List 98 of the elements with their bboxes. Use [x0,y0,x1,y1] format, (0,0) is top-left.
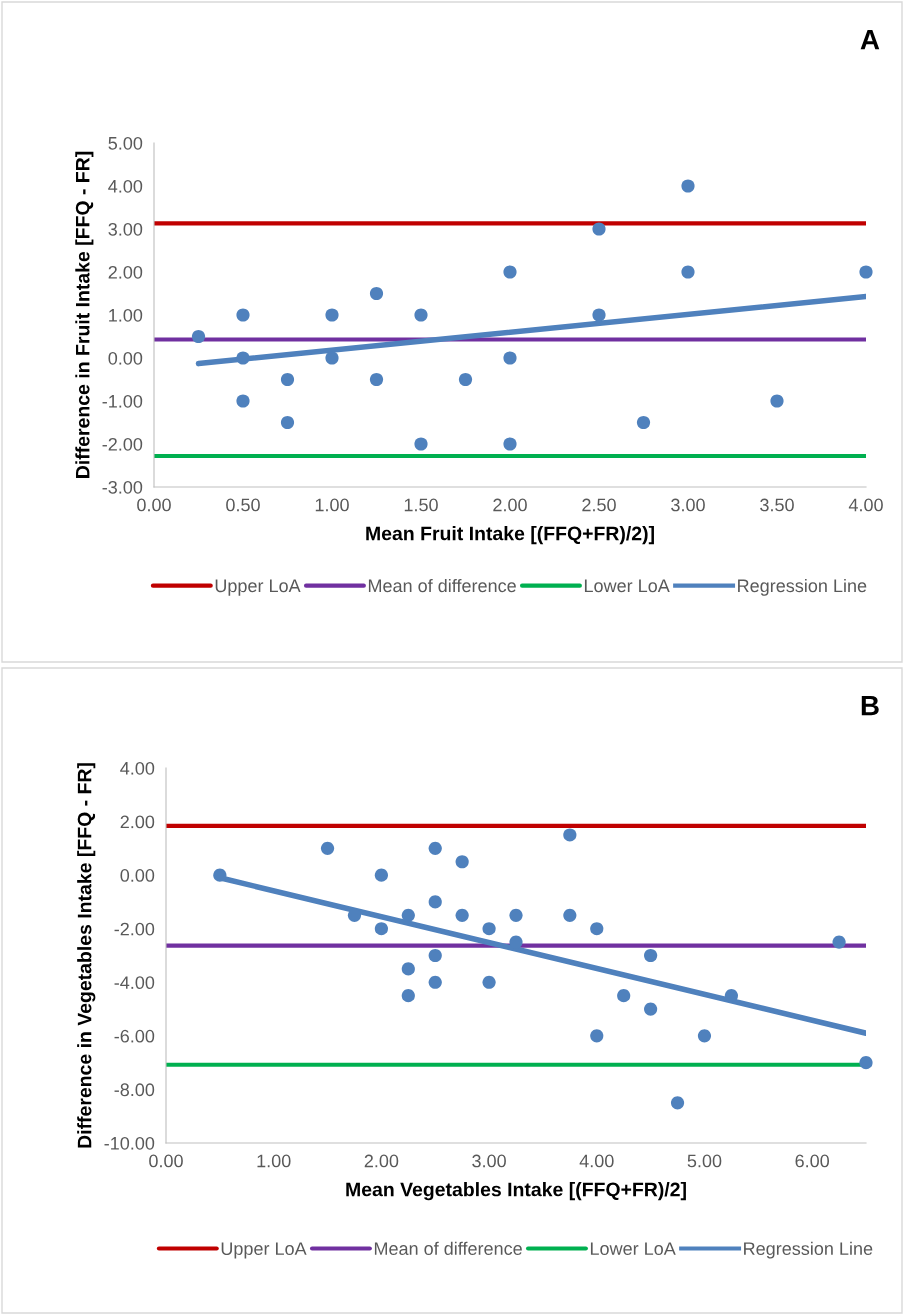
point [236,351,250,365]
x-tick-label: 6.00 [795,1154,830,1168]
y-axis-title: Difference in Fruit Intake [FFQ - FR] [75,151,94,478]
point [859,1056,873,1070]
y-tick-label: 0.00 [108,351,143,365]
point [503,265,517,279]
point [563,908,577,922]
legend-label: Regression Line [738,578,867,596]
x-tick-label: 0.00 [149,1154,183,1168]
point [213,868,227,882]
x-tick-label: 1.00 [315,498,349,512]
y-tick-label: -2.00 [102,437,143,451]
point [592,308,606,322]
y-tick-label: 4.00 [120,761,155,775]
x-tick-label: 4.00 [848,498,883,512]
point [509,935,523,949]
point [681,265,695,279]
y-tick-label: -2.00 [114,922,155,936]
point [280,372,295,387]
legend-label: Mean of difference [368,578,516,593]
point [236,308,250,322]
point [590,1029,604,1043]
y-tick-label: 2.00 [120,815,155,829]
point [458,372,473,387]
y-axis-title: Difference in Vegetables Intake [FFQ - FR] [77,763,96,1148]
point [280,415,295,430]
point [617,989,631,1003]
point [681,179,695,193]
point [592,222,606,236]
point [590,922,604,936]
point [325,308,339,322]
point [374,868,388,882]
x-tick-label: 1.50 [404,498,438,512]
legend-label: Regression Line [744,1241,873,1259]
legend-label: Mean of difference [374,1241,522,1256]
x-tick-label: 2.00 [364,1154,399,1168]
x-tick-label: 0.50 [226,498,260,512]
y-tick-label: 4.00 [108,179,143,193]
point [401,962,415,976]
x-tick-label: 2.00 [493,498,527,512]
point [428,895,442,909]
legend-label: Lower LoA [584,579,670,593]
y-tick-label: -6.00 [114,1029,155,1043]
point [191,329,206,344]
legend-label: Upper LoA [221,1242,307,1259]
point [369,286,384,301]
x-tick-label: 2.50 [582,498,616,512]
x-tick-label: 3.00 [671,498,705,512]
y-tick-label: -1.00 [102,394,143,408]
point [428,975,442,989]
point [482,922,496,936]
chart-title: A [860,30,880,50]
y-tick-label: 5.00 [108,136,143,150]
point [644,1002,658,1016]
point [503,351,517,365]
x-axis-title: Mean Fruit Intake [(FFQ+FR)/2)] [366,526,654,545]
point [320,841,335,855]
point [428,841,442,855]
point [325,351,339,365]
point [644,948,658,963]
point [374,922,388,936]
x-axis-title: Mean Vegetables Intake [(FFQ+FR)/2] [346,1182,686,1201]
point [859,265,873,279]
y-tick-label: -3.00 [102,480,143,494]
point [401,989,415,1003]
y-tick-label: 1.00 [109,308,143,322]
point [563,828,577,842]
point [636,415,651,430]
x-tick-label: 1.00 [257,1154,291,1168]
point [503,437,517,451]
point [455,855,469,869]
y-tick-label: 0.00 [120,869,155,882]
point [236,394,250,408]
point [369,372,384,387]
y-tick-label: 2.00 [108,265,143,279]
point [482,975,496,989]
point [414,437,428,451]
point [455,908,469,922]
y-tick-label: 3.00 [108,222,143,236]
chart-title: B [861,696,879,716]
point [832,935,846,949]
point [770,394,784,408]
x-tick-label: 3.50 [760,498,794,512]
point [428,948,442,963]
point [670,1096,685,1110]
x-tick-label: 5.00 [687,1154,722,1168]
y-tick-label: -10.00 [104,1136,155,1150]
y-tick-label: -4.00 [114,976,155,990]
legend-label: Lower LoA [590,1242,676,1256]
x-tick-label: 3.00 [472,1154,506,1168]
point [697,1029,712,1043]
point [401,908,415,922]
point [414,308,428,322]
y-tick-label: -8.00 [114,1083,155,1097]
x-tick-label: 0.00 [137,498,171,512]
x-tick-label: 4.00 [579,1154,614,1168]
legend-label: Upper LoA [215,579,301,596]
point [509,908,523,922]
